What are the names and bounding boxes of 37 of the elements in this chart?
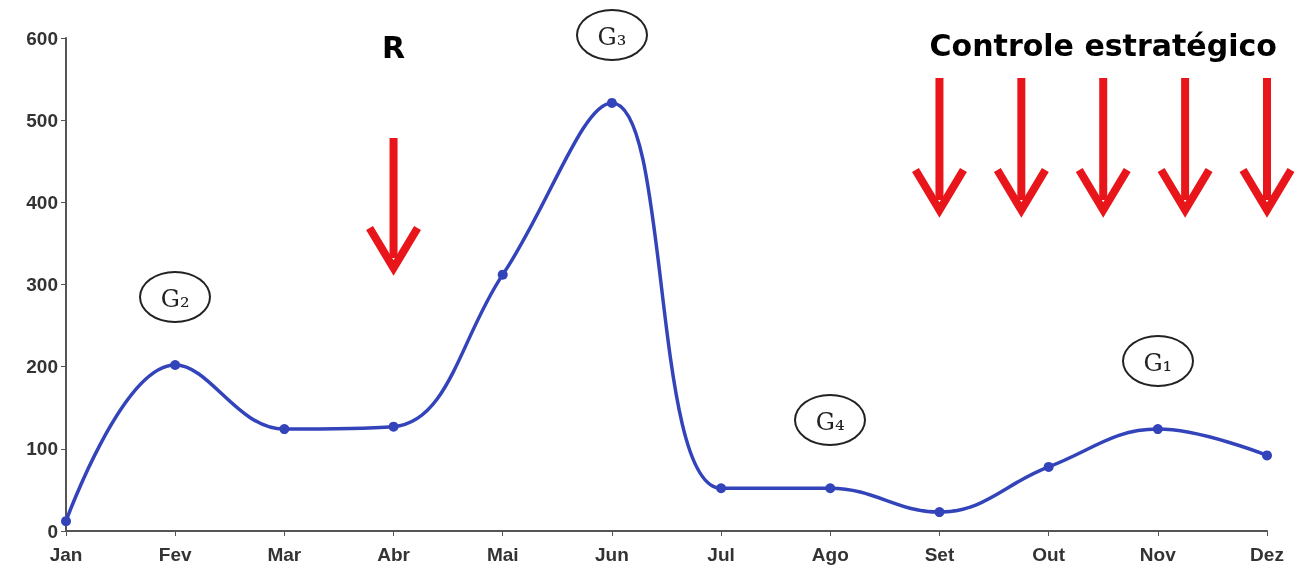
- y-tick-label: 0: [47, 520, 58, 542]
- x-tick-label: Mar: [267, 544, 302, 565]
- x-tick-label: Set: [924, 544, 955, 565]
- ellipse-outline: G₄: [794, 394, 867, 447]
- point: [1262, 450, 1272, 461]
- ellipse-outline: G₁: [1121, 335, 1194, 388]
- x-tick-label: Nov: [1139, 544, 1177, 565]
- point: [934, 507, 945, 518]
- ellipse-outline: G₃: [575, 8, 648, 61]
- point: [279, 424, 290, 435]
- point: [1152, 424, 1163, 435]
- point: [61, 516, 71, 527]
- point: [716, 483, 727, 494]
- annotation: Controle estratégico: [929, 28, 1277, 63]
- point: [497, 269, 508, 280]
- x-tick-label: Ago: [811, 544, 849, 565]
- y-tick-label: 500: [26, 109, 58, 131]
- x-tick-label: Fev: [158, 544, 192, 565]
- y-tick-label: 200: [26, 356, 58, 378]
- ellipse-outline: G₂: [139, 271, 212, 323]
- y-tick-label: 100: [26, 438, 58, 460]
- x-tick-label: Dez: [1250, 544, 1284, 565]
- x-tick-label: Out: [1032, 544, 1066, 565]
- x-tick-label: Jun: [595, 544, 629, 565]
- annotation: R: [381, 30, 406, 65]
- point: [1043, 461, 1054, 472]
- point: [170, 360, 181, 371]
- y-tick-label: 600: [26, 27, 58, 49]
- x-tick-label: Abr: [377, 544, 411, 565]
- point: [606, 97, 617, 108]
- x-tick-label: Jan: [49, 544, 83, 565]
- point: [388, 421, 399, 432]
- x-tick-label: Mai: [486, 544, 519, 565]
- y-tick-label: 400: [26, 191, 58, 213]
- x-tick-label: Jul: [707, 544, 735, 565]
- y-tick-label: 300: [26, 274, 58, 295]
- point: [825, 483, 836, 494]
